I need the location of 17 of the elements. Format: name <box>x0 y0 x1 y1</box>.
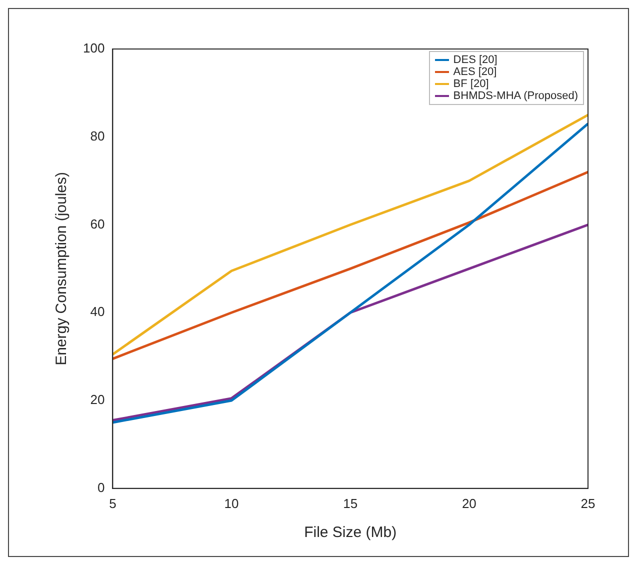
y-tick-label: 80 <box>90 128 105 144</box>
y-tick-label: 100 <box>82 40 105 56</box>
legend-label: BHMDS-MHA (Proposed) <box>453 90 578 102</box>
y-tick-label: 0 <box>97 480 105 495</box>
y-axis-title: Energy Consumption (joules) <box>53 172 70 366</box>
x-tick-label: 10 <box>224 496 239 511</box>
x-tick-label: 15 <box>343 496 358 511</box>
x-tick-label: 5 <box>109 496 116 511</box>
x-tick-label: 25 <box>580 496 596 511</box>
x-axis-title: File Size (Mb) <box>304 524 397 542</box>
x-tick-label: 20 <box>462 496 476 511</box>
legend-label: AES [20] <box>453 66 497 78</box>
legend-label: BF [20] <box>453 78 489 90</box>
y-tick-label: 60 <box>90 216 105 232</box>
y-tick-label: 20 <box>90 392 105 408</box>
y-tick-label: 40 <box>90 304 105 320</box>
legend-label: DES [20] <box>453 54 498 66</box>
